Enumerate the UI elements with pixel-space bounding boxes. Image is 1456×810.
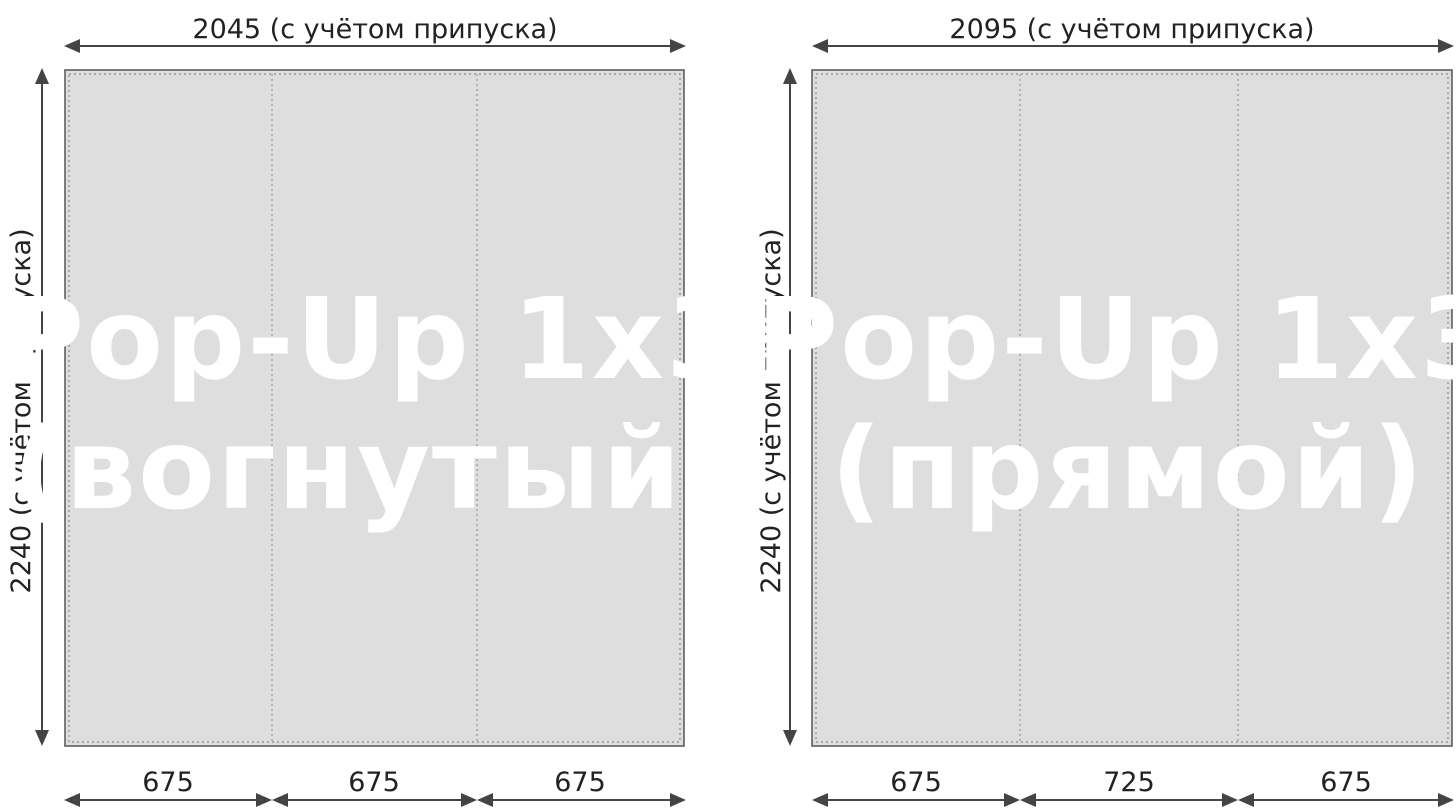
segment-label-2: 675 [348,767,400,798]
segment-arrow-1 [812,793,1020,807]
watermark-line-2: (вогнутый) [12,405,728,535]
arrow-head-right [670,39,686,53]
segment-label-1: 675 [142,767,194,798]
width-label: 2045 (с учётом припуска) [192,14,557,45]
bleed-line [68,73,681,743]
height-arrow [35,68,49,746]
arrow-head-right [1438,39,1454,53]
segment-arrow-2 [1020,793,1238,807]
height-arrow [783,68,797,746]
banner-panel [64,69,685,747]
height-label: 2240 (с учётом припуска) [6,228,37,593]
diagram-straight-svg: 2095 (с учётом припуска) 2240 (с учётом … [756,14,1456,807]
arrow-head-bottom [35,730,49,746]
arrow-head-bottom [783,730,797,746]
segment-arrow-1 [64,793,272,807]
height-label: 2240 (с учётом припуска) [756,228,787,593]
watermark-line-2: (прямой) [831,405,1426,535]
segment-label-2: 725 [1103,767,1155,798]
bleed-line [815,73,1449,743]
arrow-head-top [783,68,797,84]
width-arrow [812,39,1454,53]
width-arrow [64,39,686,53]
segment-label-3: 675 [554,767,606,798]
diagram-concave-svg: 2045 (с учётом припуска) 2240 (с учётом … [2,14,728,807]
arrow-head-top [35,68,49,84]
banner-panel [811,69,1453,747]
segment-label-3: 675 [1320,767,1372,798]
arrow-head-left [812,39,828,53]
watermark-line-1: Pop-Up 1x3 [756,275,1456,405]
diagram-concave: 2045 (с учётом припуска) 2240 (с учётом … [2,14,728,807]
segment-arrow-3 [477,793,686,807]
segment-arrow-2 [272,793,477,807]
segment-label-1: 675 [890,767,942,798]
segment-arrow-3 [1238,793,1454,807]
arrow-head-left [64,39,80,53]
width-label: 2095 (с учётом припуска) [949,14,1314,45]
watermark-line-1: Pop-Up 1x3 [2,275,728,405]
diagram-straight: 2095 (с учётом припуска) 2240 (с учётом … [728,0,1456,810]
